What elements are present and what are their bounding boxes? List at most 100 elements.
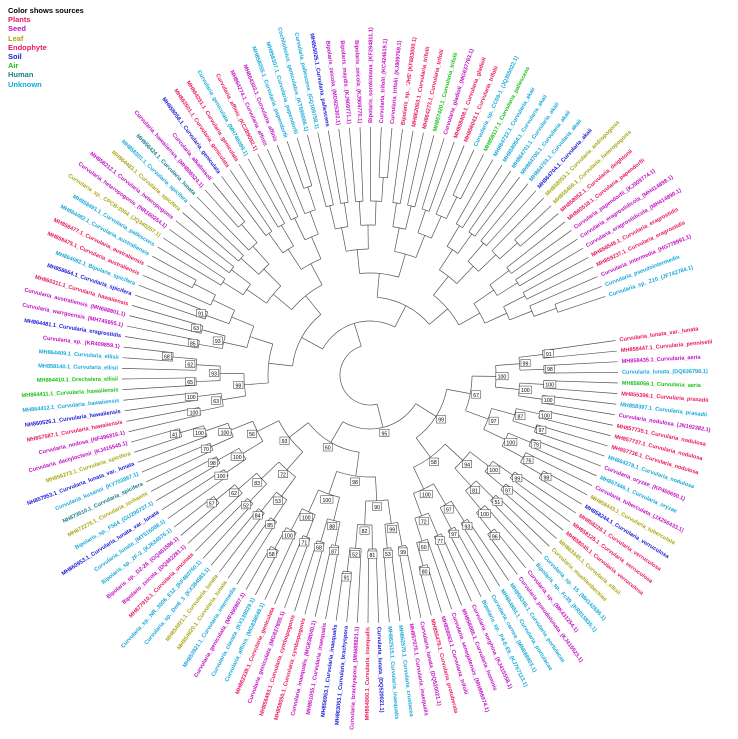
branch	[458, 312, 480, 326]
branch	[353, 323, 362, 347]
branch	[501, 445, 524, 458]
branch	[308, 489, 319, 513]
branch	[137, 435, 208, 463]
branch	[204, 189, 239, 228]
branch	[375, 548, 380, 623]
branch	[495, 494, 550, 547]
branch	[514, 205, 552, 241]
support-box	[299, 513, 313, 521]
support-value: 70	[203, 447, 209, 453]
branch	[534, 431, 605, 457]
branch	[167, 475, 229, 519]
support-value: 93	[282, 439, 288, 445]
branch	[134, 436, 182, 453]
branch	[189, 204, 244, 256]
branch	[525, 452, 593, 486]
branch	[414, 518, 423, 542]
branch	[346, 547, 351, 572]
branch	[405, 545, 422, 618]
branch-arc	[172, 352, 174, 362]
support-box	[299, 538, 310, 547]
support-box	[471, 390, 482, 399]
branch-arc	[509, 471, 515, 479]
support-value: 96	[492, 534, 498, 540]
branch	[557, 296, 606, 313]
support-value: 68	[316, 546, 322, 552]
branch	[211, 436, 234, 447]
support-box	[206, 499, 217, 508]
leaf-label: Bipolaris_maydis_(KJ909771.1)	[339, 40, 352, 124]
support-value: 100	[506, 440, 515, 446]
legend-item: Unknown	[8, 79, 42, 89]
support-value: 100	[217, 474, 226, 480]
support-box	[241, 501, 251, 510]
support-box	[322, 443, 333, 452]
branch	[497, 282, 518, 296]
support-value: 100	[190, 410, 199, 416]
branch-arc	[302, 535, 311, 539]
branch	[428, 513, 439, 536]
branch-arc	[204, 311, 209, 320]
branch	[489, 270, 510, 286]
branch	[375, 476, 378, 501]
branch	[249, 336, 273, 345]
branch	[460, 154, 484, 200]
support-value: 91	[344, 576, 350, 582]
support-value: 83	[254, 481, 260, 487]
support-box	[398, 547, 409, 556]
branch	[245, 546, 272, 590]
branch-arc	[357, 524, 373, 526]
branch	[169, 228, 230, 274]
branch-arc	[318, 489, 340, 498]
branch	[180, 502, 220, 536]
branch	[287, 249, 302, 270]
branch	[518, 354, 543, 358]
branch	[157, 246, 222, 286]
branch	[376, 273, 380, 298]
branch	[511, 230, 572, 274]
branch-arc	[421, 208, 430, 212]
branch	[543, 387, 618, 394]
branch	[509, 310, 532, 321]
support-value: 77	[437, 539, 443, 545]
branch	[187, 492, 243, 544]
support-value: 58	[431, 460, 437, 466]
branch	[533, 307, 557, 317]
support-value: 53	[275, 499, 281, 505]
branch	[309, 211, 319, 235]
branch	[378, 127, 382, 178]
branch	[242, 440, 263, 455]
branch	[454, 467, 472, 487]
support-box	[478, 509, 491, 518]
support-box	[449, 529, 459, 538]
branch	[156, 462, 221, 502]
branch	[231, 316, 254, 327]
branch-arc	[446, 246, 459, 254]
support-box	[543, 349, 554, 358]
support-box	[488, 416, 499, 425]
branch	[359, 127, 364, 202]
branch-arc	[282, 245, 294, 254]
branch	[474, 176, 520, 237]
leaf-label: MH858435.1_Curvularia_aeria	[622, 355, 702, 365]
branch-arc	[228, 266, 235, 273]
branch	[328, 471, 337, 495]
branch	[124, 399, 198, 412]
support-value: 100	[187, 395, 196, 401]
support-box	[387, 525, 397, 534]
support-box	[495, 372, 509, 381]
support-value: 60	[325, 446, 331, 452]
branch-arc	[304, 209, 316, 214]
branch	[376, 404, 384, 428]
support-value: 53	[385, 552, 391, 558]
branch-arc	[541, 350, 544, 359]
branch	[301, 337, 323, 350]
branch	[480, 183, 529, 242]
branch	[263, 268, 282, 287]
support-value: 79	[533, 443, 539, 449]
branch-arc	[331, 544, 339, 547]
leaf-label: Curvularia_lunata_(DQ520021.1)	[375, 627, 384, 713]
leaf-label: MH858447.1_Curvularia_pennisetii	[621, 339, 714, 354]
branch	[210, 508, 259, 566]
branch-arc	[326, 204, 334, 207]
